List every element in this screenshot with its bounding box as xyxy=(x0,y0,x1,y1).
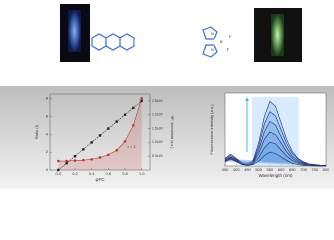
arrow-head xyxy=(244,97,249,101)
data-point xyxy=(82,148,85,151)
y2-tick-label: 1.0x10⁴ xyxy=(152,140,164,144)
y-tick-label: 8 xyxy=(46,96,49,101)
x-tick-label: 600 xyxy=(278,167,285,172)
series-line xyxy=(58,100,142,171)
data-point xyxy=(90,157,93,161)
y-tick-label: 2 xyxy=(46,149,49,154)
x-tick-label: 800 xyxy=(323,167,330,172)
plot-frame xyxy=(49,93,151,171)
data-point xyxy=(107,153,110,157)
x-tick-label: 0.6 xyxy=(106,171,112,176)
y-axis-label: Ratio (I) xyxy=(34,124,39,139)
atom-label: F xyxy=(227,47,230,52)
spectrum xyxy=(224,100,326,166)
vial-photo-left xyxy=(60,4,90,62)
data-point xyxy=(65,159,68,163)
y-tick-label: 4 xyxy=(46,131,49,136)
data-point xyxy=(115,149,118,152)
data-point xyxy=(65,161,68,165)
data-point xyxy=(73,154,77,158)
y2-tick-label: 2.5x10⁴ xyxy=(152,99,164,103)
spectrum xyxy=(224,151,326,167)
x-tick-label: 650 xyxy=(289,167,296,172)
data-point xyxy=(90,141,93,144)
atom-label: N xyxy=(211,31,214,36)
data-point xyxy=(123,140,127,143)
figure: N N B F F 0.0 0.2 0.4 0.6 0.8 1.0 0 2 4 6 8 5.0x10³… xyxy=(0,4,334,189)
annotation: r = 1 xyxy=(128,144,137,149)
x-tick-label: 750 xyxy=(311,167,318,172)
data-point xyxy=(57,168,60,172)
data-point xyxy=(123,113,127,116)
y-tick-label: 6 xyxy=(46,113,49,118)
data-point xyxy=(57,159,60,163)
x-tick-label: 700 xyxy=(300,167,307,172)
data-point xyxy=(132,106,135,110)
data-point xyxy=(73,159,77,162)
data-point xyxy=(115,120,118,123)
data-point xyxy=(82,158,85,162)
y2-tick-label: 1.5x10⁴ xyxy=(152,126,164,130)
atom-label: B xyxy=(220,39,223,44)
x-tick-label: 0.2 xyxy=(72,171,78,176)
x-tick-label: 0.4 xyxy=(89,171,95,176)
y-axis-label: Fluorescence intensity (a.u.) xyxy=(209,104,214,155)
x-tick-label: 450 xyxy=(244,167,251,172)
data-point xyxy=(107,127,110,130)
x-tick-label: 0.8 xyxy=(122,171,128,176)
atom-label: N xyxy=(211,47,214,52)
molecule: N N B F F xyxy=(91,26,232,58)
data-point xyxy=(132,123,135,127)
x-axis-label: Wavelength (nm) xyxy=(258,173,293,178)
y-tick-label: 0 xyxy=(46,167,49,172)
y2-tick-label: 2.0x10⁴ xyxy=(152,113,164,117)
y2-axis-label: ΦF, normalized (a.u.) xyxy=(170,116,174,149)
data-point xyxy=(98,134,102,137)
page: N N B F F 0.0 0.2 0.4 0.6 0.8 1.0 0 2 4 6 8 5.0x10³… xyxy=(0,4,334,189)
x-tick-label: 0.0 xyxy=(56,171,62,176)
x-tick-label: 550 xyxy=(267,167,274,172)
y2-tick-label: 5.0x10³ xyxy=(152,154,164,158)
x-tick-label: 1.0 xyxy=(139,171,145,176)
vial-photo-right xyxy=(254,8,302,62)
data-point xyxy=(140,97,143,100)
data-point xyxy=(98,156,102,159)
series-fill xyxy=(58,98,142,170)
x-tick-label: 350 xyxy=(222,167,229,172)
data-point xyxy=(140,99,143,103)
x-axis-label: φFC xyxy=(96,177,106,182)
x-tick-label: 500 xyxy=(255,167,262,172)
atom-label: F xyxy=(229,34,232,39)
x-tick-label: 400 xyxy=(233,167,240,172)
